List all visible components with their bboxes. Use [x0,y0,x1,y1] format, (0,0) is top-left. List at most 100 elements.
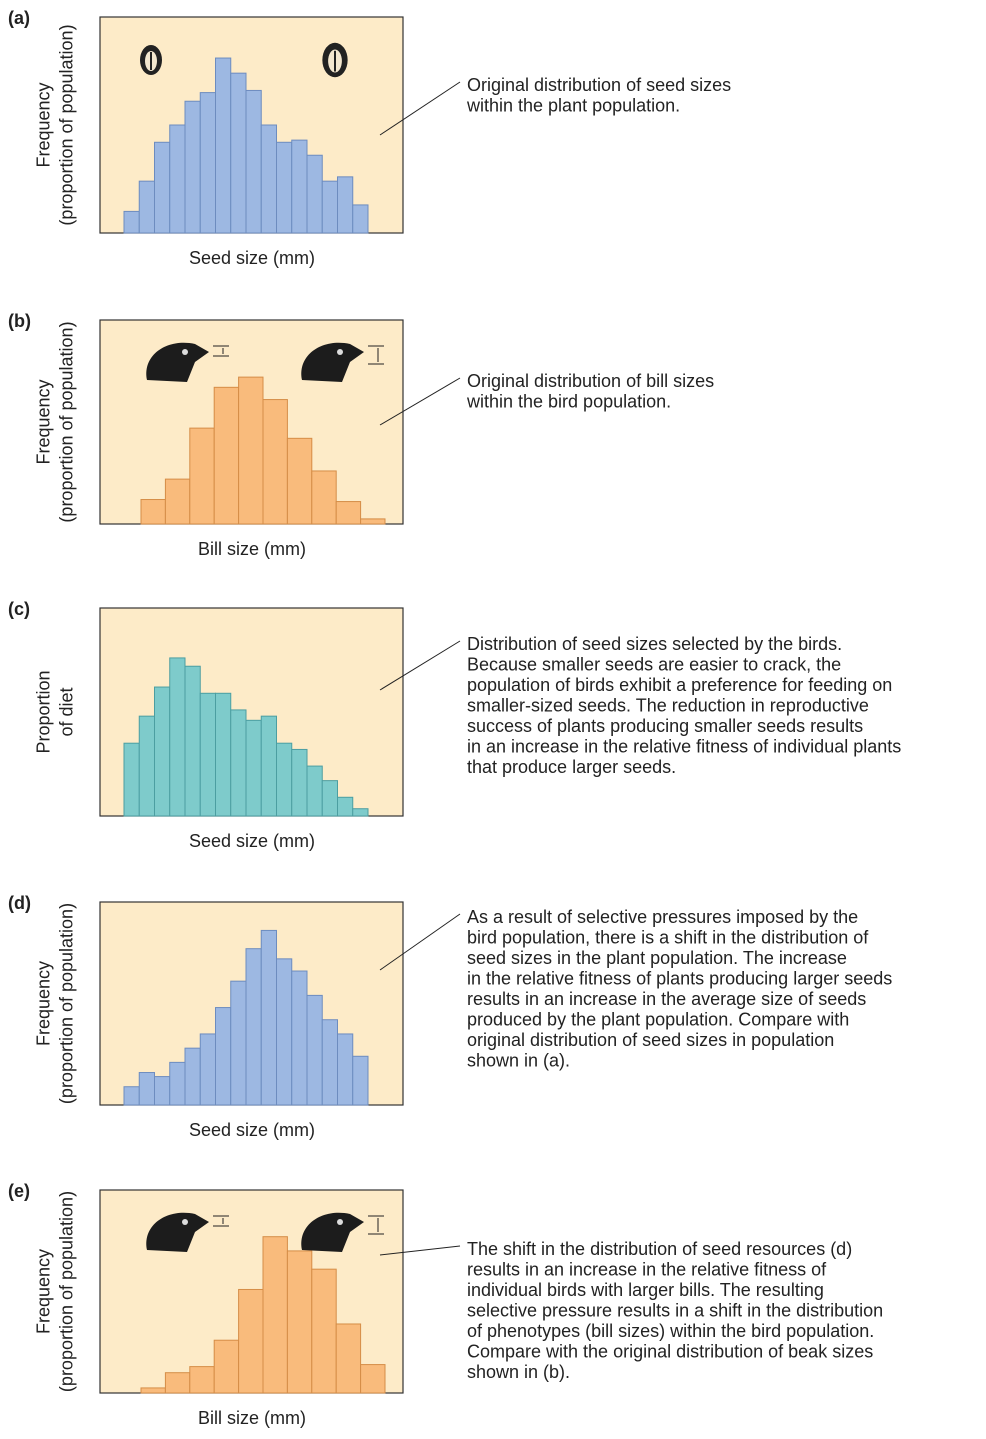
bar [276,958,293,1106]
bird-icon [146,1212,209,1252]
bar [276,141,293,234]
bar [335,1323,362,1394]
bar [230,72,247,234]
x-axis-label: Seed size (mm) [189,1120,315,1140]
bar [262,399,288,525]
bar [189,1366,215,1394]
bar [230,709,247,817]
annotation: shown in (a). [467,1050,570,1070]
bar [238,1288,264,1394]
bar [138,1072,155,1106]
y-axis-label: Frequency [33,379,53,464]
bar [352,204,369,234]
bar [169,657,186,817]
bar [154,141,171,234]
bar [260,715,277,817]
y-axis-label: Frequency [33,961,53,1046]
bar [215,692,232,817]
bar [138,180,155,234]
bar [184,1047,201,1106]
bar [291,748,308,817]
leader-line [379,1245,461,1256]
y-axis-label: (proportion of population) [56,1191,76,1392]
bar [184,100,201,234]
bar [306,994,323,1106]
bar [306,765,323,817]
bar [360,1364,386,1394]
annotation: population of birds exhibit a preference… [467,675,892,695]
bar [140,1387,166,1394]
bird-icon [301,1212,364,1252]
y-axis-label: (proportion of population) [56,24,76,225]
bird-eye [182,1219,188,1225]
annotation: Compare with the original distribution o… [467,1341,873,1361]
panel-label: (c) [8,599,30,619]
bar [321,180,338,234]
bar [260,124,277,234]
annotation: Because smaller seeds are easier to crac… [467,654,841,674]
annotation: results in an increase in the relative f… [467,1259,827,1279]
bar [213,1339,240,1394]
panel-label: (e) [8,1181,30,1201]
bar [335,501,362,525]
x-axis-label: Seed size (mm) [189,248,315,268]
x-axis-label: Bill size (mm) [198,539,306,559]
annotation: shown in (b). [467,1362,570,1382]
bar [286,1250,313,1394]
bird-icon [146,342,209,382]
bar [123,210,140,234]
bar [189,427,215,525]
x-axis-label: Bill size (mm) [198,1408,306,1428]
bar [213,386,240,525]
bar [215,57,232,234]
bar [291,970,308,1106]
annotation: bird population, there is a shift in the… [467,927,869,947]
bar [337,176,354,234]
bird-eye [337,1219,343,1225]
bird-eye [337,349,343,355]
bar [306,154,323,234]
bar [169,1061,186,1106]
bar [291,139,308,234]
annotation: seed sizes in the plant population. The … [467,948,847,968]
panel-label: (b) [8,311,31,331]
bar [199,1033,216,1106]
y-axis-label: of diet [56,687,76,736]
annotation: smaller-sized seeds. The reduction in re… [467,695,869,715]
bar [311,1268,337,1394]
bar [276,742,293,817]
annotation: in the relative fitness of plants produc… [467,968,892,988]
annotation: within the bird population. [466,391,671,411]
bar [245,719,262,817]
bar [238,376,264,525]
annotation: results in an increase in the average si… [467,989,866,1009]
annotation: in an increase in the relative fitness o… [467,736,901,756]
bar [360,518,386,525]
bar [215,1007,232,1106]
y-axis-label: Frequency [33,82,53,167]
bar [230,980,247,1106]
bird-icon [301,342,364,382]
bar [199,92,216,234]
bar [164,478,191,525]
annotation: Original distribution of seed sizes [467,75,731,95]
bar [138,715,155,817]
bar [245,948,262,1106]
bar [352,808,369,817]
annotation: produced by the plant population. Compar… [467,1009,849,1029]
bird-eye [182,349,188,355]
bar [337,796,354,817]
leader-line [379,377,461,426]
bar [321,1019,338,1106]
bar [154,686,171,817]
y-axis-label: Proportion [33,670,53,753]
y-axis-label: (proportion of population) [56,321,76,522]
bar [199,692,216,817]
bar [123,742,140,817]
leader-line [379,640,461,691]
bar [262,1236,288,1394]
annotation: Distribution of seed sizes selected by t… [467,634,842,654]
bar [286,437,313,525]
annotation: The shift in the distribution of seed re… [467,1239,852,1259]
bar [245,89,262,234]
